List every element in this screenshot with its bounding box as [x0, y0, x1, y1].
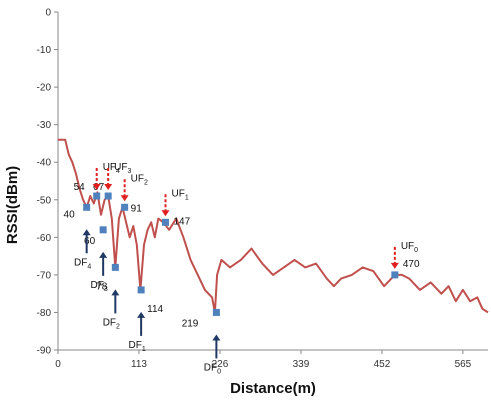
data-point-label: 219	[182, 318, 199, 329]
up-arrowhead-icon	[212, 334, 220, 340]
down-arrowhead-icon	[104, 184, 112, 190]
uf-label: UF2	[131, 173, 148, 186]
y-tick-label: -20	[37, 83, 52, 94]
data-point-marker	[93, 193, 100, 200]
up-arrowhead-icon	[111, 289, 119, 295]
down-arrowhead-icon	[391, 263, 399, 269]
df-label: DF4	[74, 257, 91, 270]
data-point-marker	[391, 271, 398, 278]
y-tick-label: -80	[37, 308, 52, 319]
data-point-label: 147	[174, 216, 191, 227]
data-point-label: 40	[64, 209, 76, 220]
up-arrowhead-icon	[99, 252, 107, 258]
x-tick-label: 565	[455, 359, 472, 370]
y-tick-label: -10	[37, 45, 52, 56]
y-tick-label: -90	[37, 346, 52, 357]
data-point-label: 114	[147, 304, 163, 315]
uf-label: UF0	[401, 241, 418, 254]
data-point-label: 67	[93, 182, 105, 193]
y-tick-label: -50	[37, 195, 52, 206]
y-tick-label: -60	[37, 233, 52, 244]
x-tick-labels: 0 113 226 339 452 565	[55, 350, 471, 370]
data-point-marker	[121, 204, 128, 211]
data-point-label: 91	[131, 203, 143, 214]
up-arrowhead-icon	[137, 312, 145, 318]
x-tick-label: 339	[293, 359, 310, 370]
up-arrowhead-icon	[83, 229, 91, 235]
y-tick-label: -70	[37, 270, 52, 281]
data-point-marker	[162, 219, 169, 226]
y-axis-title: RSSI(dBm)	[4, 166, 21, 244]
data-point-marker	[105, 193, 112, 200]
data-point-marker	[213, 309, 220, 316]
data-point-marker	[83, 204, 90, 211]
df-label: DF2	[103, 317, 120, 330]
y-tick-label: -30	[37, 120, 52, 131]
x-tick-label: 0	[55, 359, 61, 370]
y-tick-label: 0	[45, 8, 51, 19]
x-axis-title: Distance(m)	[230, 380, 316, 397]
data-point-label: 54	[74, 182, 86, 193]
y-tick-label: -40	[37, 158, 52, 169]
data-point-label: 470	[403, 259, 420, 270]
x-tick-label: 113	[131, 359, 147, 370]
axes	[58, 12, 488, 350]
data-point-marker	[100, 226, 107, 233]
uf-label: UF1	[172, 188, 189, 201]
x-tick-label: 452	[374, 359, 391, 370]
df-label: DF1	[129, 340, 146, 353]
down-arrowhead-icon	[121, 195, 129, 201]
data-point-marker	[138, 286, 145, 293]
y-tick-labels: 0 -10 -20 -30 -40 -50 -60 -70 -80 -90	[37, 8, 58, 357]
data-point-marker	[112, 264, 119, 271]
down-arrowhead-icon	[162, 210, 170, 216]
